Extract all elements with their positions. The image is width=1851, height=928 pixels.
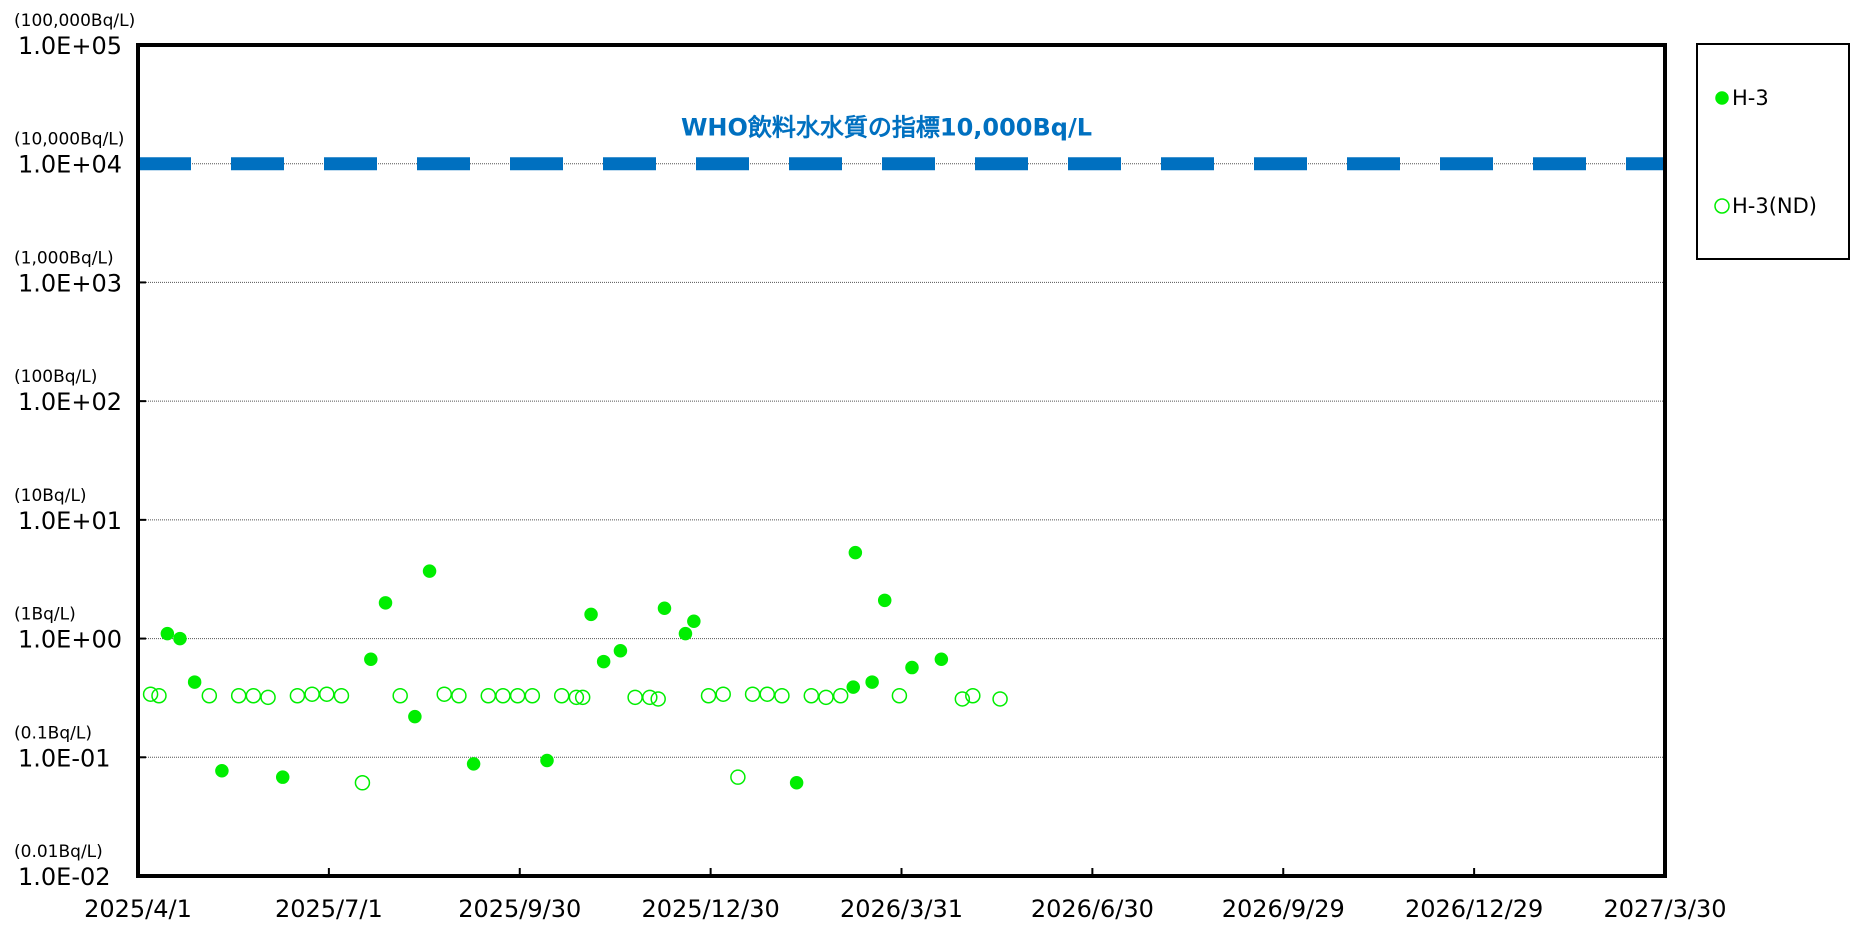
data-point xyxy=(275,770,290,784)
x-tick-label: 2026/9/29 xyxy=(1222,895,1345,923)
data-point xyxy=(319,686,335,702)
data-point xyxy=(848,545,863,560)
legend-label: H-3(ND) xyxy=(1732,194,1817,218)
data-point xyxy=(832,687,849,704)
data-point xyxy=(422,564,437,578)
data-point xyxy=(480,687,497,704)
data-point xyxy=(613,643,628,658)
data-point xyxy=(865,675,879,689)
legend-marker xyxy=(1714,198,1730,214)
data-point xyxy=(142,686,159,702)
data-point xyxy=(289,687,306,704)
y-tick-label: 1.0E+00 xyxy=(18,626,122,654)
plot-frame xyxy=(136,43,1667,878)
x-tick-label: 2026/3/31 xyxy=(840,895,963,923)
data-point xyxy=(304,686,320,702)
data-point xyxy=(891,687,908,704)
data-point xyxy=(730,769,746,785)
data-point xyxy=(230,687,247,704)
y-tick-unit: (1,000Bq/L) xyxy=(14,248,114,268)
data-point xyxy=(744,686,761,702)
data-point xyxy=(524,687,541,704)
y-tick-unit: (1Bq/L) xyxy=(14,605,76,625)
x-tick-label: 2025/7/1 xyxy=(275,895,383,923)
data-point xyxy=(789,776,804,790)
x-tick-label: 2025/12/30 xyxy=(641,895,779,923)
data-point xyxy=(568,689,585,706)
y-tick-label: 1.0E+05 xyxy=(18,32,122,60)
y-tick-label: 1.0E-02 xyxy=(18,863,111,891)
data-point xyxy=(260,689,276,706)
data-point xyxy=(201,687,218,704)
data-point xyxy=(657,601,672,616)
data-point xyxy=(378,596,393,610)
data-point xyxy=(934,652,949,666)
y-tick-label: 1.0E+01 xyxy=(18,507,122,535)
x-tick-label: 2027/3/30 xyxy=(1603,895,1726,923)
y-tick-unit: (100,000Bq/L) xyxy=(14,11,135,31)
data-point xyxy=(803,687,820,704)
data-point xyxy=(215,764,229,778)
data-point xyxy=(774,687,790,704)
data-point xyxy=(846,680,861,694)
data-point xyxy=(687,614,701,628)
y-tick-unit: (100Bq/L) xyxy=(14,367,97,387)
data-point xyxy=(905,660,919,675)
data-point xyxy=(187,675,202,689)
data-point xyxy=(540,753,554,768)
data-point xyxy=(436,686,452,702)
x-tick-label: 2026/6/30 xyxy=(1031,895,1154,923)
y-tick-unit: (10,000Bq/L) xyxy=(14,130,124,150)
y-tick-label: 1.0E+02 xyxy=(18,388,122,416)
data-point xyxy=(408,709,422,724)
legend-box xyxy=(1696,43,1850,260)
data-point xyxy=(160,626,175,641)
data-point xyxy=(992,691,1008,707)
data-point xyxy=(173,631,187,646)
data-point xyxy=(759,686,776,702)
data-point xyxy=(451,687,467,704)
data-point xyxy=(700,687,717,704)
data-point xyxy=(627,689,643,706)
data-point xyxy=(574,689,591,706)
data-point xyxy=(596,654,611,669)
data-point xyxy=(495,687,511,704)
data-point xyxy=(642,689,658,706)
data-point xyxy=(364,652,378,666)
y-tick-unit: (0.1Bq/L) xyxy=(14,723,92,743)
data-point xyxy=(954,691,971,707)
legend-label: H-3 xyxy=(1732,86,1769,110)
data-point xyxy=(650,691,666,707)
data-point xyxy=(678,626,693,641)
data-point xyxy=(466,757,481,771)
data-point xyxy=(965,687,981,704)
data-point xyxy=(715,686,731,702)
legend-marker xyxy=(1715,91,1729,105)
data-point xyxy=(877,593,892,608)
x-tick-label: 2025/9/30 xyxy=(458,895,581,923)
y-tick-label: 1.0E-01 xyxy=(18,744,111,772)
data-point xyxy=(151,687,167,704)
reference-label: WHO飲料水水質の指標10,000Bq/L xyxy=(681,114,1092,142)
data-point xyxy=(333,687,350,704)
y-tick-label: 1.0E+04 xyxy=(18,151,122,179)
y-tick-unit: (10Bq/L) xyxy=(14,486,87,506)
data-point xyxy=(818,689,834,706)
data-point xyxy=(509,687,526,704)
data-point xyxy=(553,687,570,704)
data-point xyxy=(354,775,371,791)
y-tick-unit: (0.01Bq/L) xyxy=(14,842,103,862)
x-tick-label: 2026/12/29 xyxy=(1405,895,1543,923)
x-tick-label: 2025/4/1 xyxy=(84,895,192,923)
data-point xyxy=(584,607,598,622)
data-point xyxy=(245,687,262,704)
y-tick-label: 1.0E+03 xyxy=(18,269,122,297)
data-point xyxy=(392,687,408,704)
